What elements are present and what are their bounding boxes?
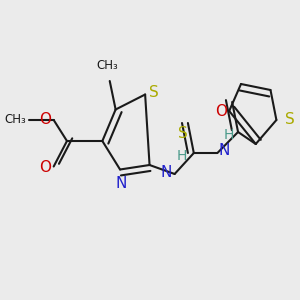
Text: CH₃: CH₃ — [4, 113, 26, 126]
Text: N: N — [116, 176, 127, 191]
Text: O: O — [215, 104, 227, 119]
Text: H: H — [224, 128, 234, 142]
Text: S: S — [285, 112, 295, 128]
Text: S: S — [148, 85, 158, 100]
Text: O: O — [39, 160, 51, 175]
Text: CH₃: CH₃ — [96, 59, 118, 72]
Text: S: S — [178, 126, 188, 141]
Text: N: N — [160, 165, 172, 180]
Text: N: N — [219, 143, 230, 158]
Text: H: H — [177, 149, 187, 164]
Text: O: O — [39, 112, 51, 127]
